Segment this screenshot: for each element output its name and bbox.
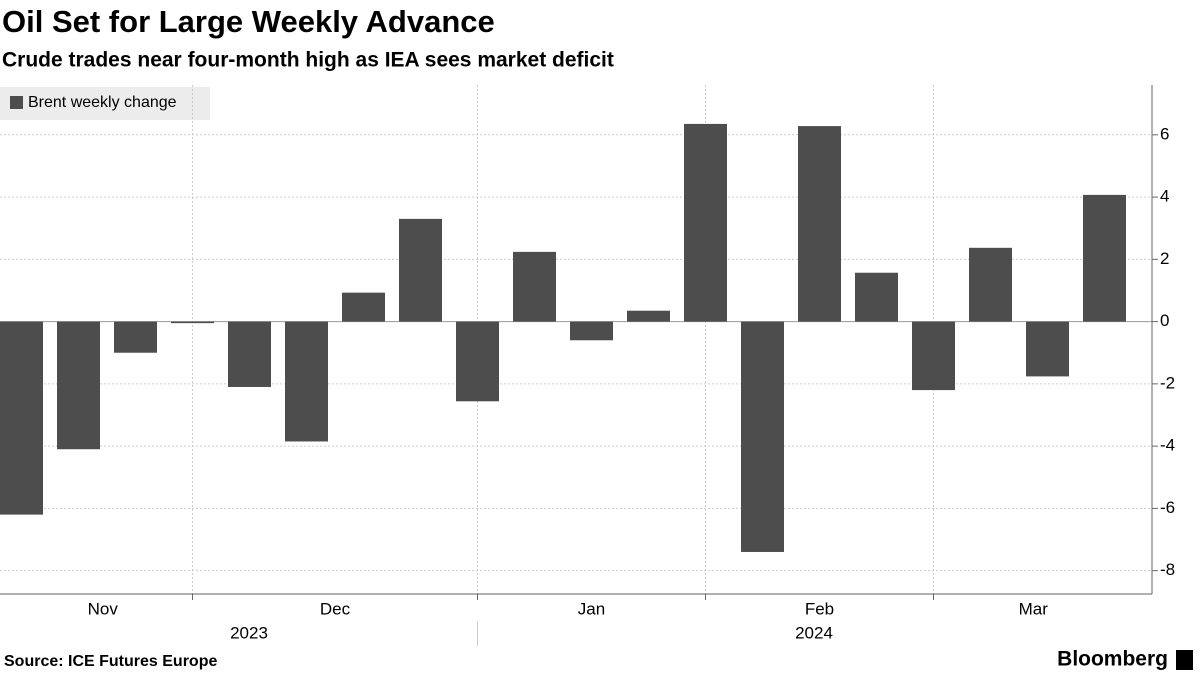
chart-title: Oil Set for Large Weekly Advance [2,4,495,39]
bar [969,247,1012,322]
x-tick-label: Dec [320,599,351,618]
bar [342,292,385,322]
y-tick-label: -2 [1160,373,1175,392]
legend-swatch [10,96,23,109]
y-tick-label: 0 [1160,311,1169,330]
bar [456,321,499,402]
bar [570,321,613,341]
year-label: 2023 [230,623,268,642]
bar [171,321,214,324]
x-tick-label: Nov [88,599,119,618]
brand-icon [1176,650,1193,670]
bar [912,321,955,391]
bar [627,310,670,322]
bar [285,321,328,442]
bar [0,321,43,515]
bar [684,123,727,322]
bar [228,321,271,387]
legend-label: Brent weekly change [28,94,177,111]
chart-subtitle: Crude trades near four-month high as IEA… [2,49,614,72]
bar [114,321,157,353]
x-tick-label: Feb [805,599,834,618]
legend-box [0,87,210,120]
bar [1083,194,1126,322]
bar [855,272,898,322]
x-tick-label: Jan [578,599,605,618]
y-tick-label: -4 [1160,436,1175,455]
x-tick-label: Mar [1019,599,1049,618]
y-tick-label: 6 [1160,124,1169,143]
brand: Bloomberg [1057,648,1168,671]
bar [798,126,841,322]
bar [1026,321,1069,377]
bar [57,321,100,450]
y-tick-label: -6 [1160,498,1175,517]
bar [741,321,784,552]
bar [399,218,442,322]
source: Source: ICE Futures Europe [4,653,217,670]
y-tick-label: -8 [1160,560,1175,579]
y-tick-label: 4 [1160,187,1169,206]
bar [513,251,556,322]
y-tick-label: 2 [1160,249,1169,268]
year-label: 2024 [795,623,833,642]
